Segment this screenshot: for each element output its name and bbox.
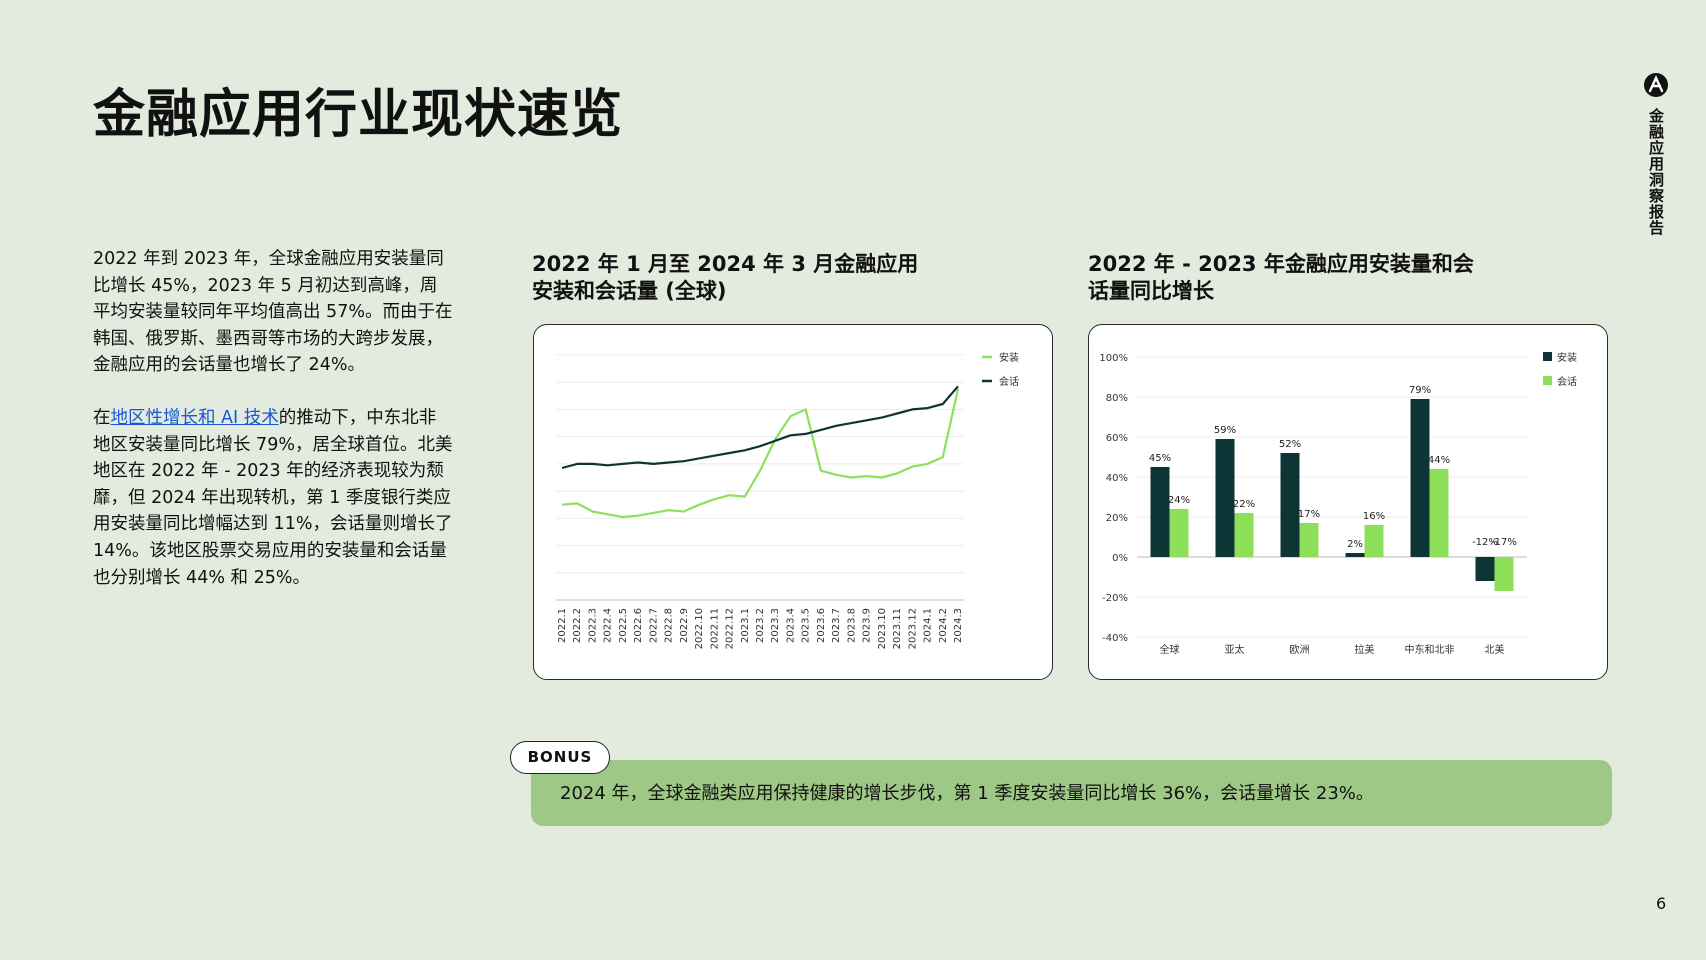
x-tick-label: 2023.10: [877, 608, 888, 649]
data-label: 24%: [1168, 495, 1190, 506]
x-tick-label: 2022.1: [557, 608, 568, 643]
data-label: 17%: [1298, 509, 1320, 520]
legend-swatch: [1543, 376, 1552, 385]
x-tick-label: 2023.6: [816, 608, 827, 643]
x-tick-label: 2024.2: [938, 608, 949, 643]
legend-label: 会话: [1557, 375, 1577, 388]
x-tick-label: 2022.6: [633, 608, 644, 643]
legend-label: 会话: [999, 375, 1019, 388]
legend-swatch: [1543, 352, 1552, 361]
bar: [1280, 453, 1300, 557]
series-line: [561, 385, 959, 470]
bar: [1345, 553, 1365, 557]
data-label: 79%: [1409, 385, 1431, 396]
line-chart-title: 2022 年 1 月至 2024 年 3 月金融应用安装和会话量 (全球): [532, 252, 919, 303]
x-tick-label: 2022.9: [679, 608, 690, 643]
x-tick-label: 2023.1: [740, 608, 751, 643]
bar-chart-title: 2022 年 - 2023 年金融应用安装量和会话量同比增长: [1088, 252, 1474, 303]
data-label: 52%: [1279, 439, 1301, 450]
x-tick-label: 2022.11: [709, 608, 720, 649]
bar: [1494, 557, 1514, 591]
x-tick-label: 欧洲: [1290, 644, 1310, 656]
data-label: 16%: [1363, 511, 1385, 522]
bonus-text: 2024 年，全球金融类应用保持健康的增长步伐，第 1 季度安装量同比增长 36…: [560, 783, 1374, 804]
y-tick-label: 80%: [1106, 393, 1128, 404]
x-tick-label: 2023.3: [770, 608, 781, 643]
data-label: 59%: [1214, 425, 1236, 436]
x-tick-label: 拉美: [1355, 643, 1375, 656]
x-tick-label: 2023.12: [907, 608, 918, 649]
intro-paragraph: 2022 年到 2023 年，全球金融应用安装量同比增长 45%，2023 年 …: [93, 249, 453, 376]
bar: [1429, 469, 1449, 557]
bar: [1299, 523, 1319, 557]
x-tick-label: 2022.12: [725, 608, 736, 649]
regional-growth-ai-link[interactable]: 地区性增长和 AI 技术: [110, 408, 279, 428]
bar-chart-card: 100% 80% 60% 40% 20% 0% -20% -40% 全球 45% 24% 亚太 59% 2…: [1088, 324, 1608, 680]
y-tick-label: -20%: [1102, 593, 1128, 604]
y-tick-label: 0%: [1112, 553, 1128, 564]
x-tick-label: 2023.4: [785, 608, 796, 643]
x-tick-label: 2023.11: [892, 608, 903, 649]
x-tick-label: 2023.7: [831, 608, 842, 643]
data-label: 44%: [1428, 455, 1450, 466]
bonus-banner: [531, 760, 1612, 826]
line-chart-card: 安装会话 2022.1 2022.2 2022.3 2022.4 2022.5 2022.6…: [533, 324, 1053, 680]
bar-chart: 100% 80% 60% 40% 20% 0% -20% -40% 全球 45% 24% 亚太 59% 2…: [1099, 351, 1577, 656]
y-tick-label: 100%: [1099, 353, 1128, 364]
x-tick-label: 2022.3: [587, 608, 598, 643]
data-label: -12%: [1472, 537, 1498, 548]
bar: [1150, 467, 1170, 557]
y-tick-label: 40%: [1106, 473, 1128, 484]
x-tick-label: 2022.4: [603, 608, 614, 643]
x-tick-label: 2023.5: [801, 608, 812, 643]
bar: [1475, 557, 1495, 581]
x-tick-label: 北美: [1485, 643, 1505, 656]
region-paragraph-prefix: 在: [93, 408, 111, 428]
x-tick-label: 中东和北非: [1405, 643, 1455, 656]
report-side-label: 金融应用洞察报告: [1647, 108, 1665, 236]
bar: [1169, 509, 1189, 557]
x-tick-label: 2022.7: [648, 608, 659, 643]
x-tick-label: 2024.3: [953, 608, 964, 643]
data-label: -17%: [1491, 537, 1517, 548]
x-tick-label: 2023.9: [862, 608, 873, 643]
x-tick-label: 全球: [1160, 643, 1180, 656]
brand-logo-icon: [1644, 73, 1668, 97]
x-tick-label: 2023.8: [846, 608, 857, 643]
region-paragraph: 在地区性增长和 AI 技术的推动下，中东北非地区安装量同比增长 79%，居全球首…: [93, 405, 453, 591]
x-tick-label: 2022.8: [664, 608, 675, 643]
x-tick-label: 2022.2: [572, 608, 583, 643]
y-tick-label: 20%: [1106, 513, 1128, 524]
x-tick-label: 2024.1: [923, 608, 934, 643]
bar: [1410, 399, 1430, 557]
bar: [1364, 525, 1384, 557]
y-tick-label: -40%: [1102, 633, 1128, 644]
data-label: 22%: [1233, 499, 1255, 510]
y-tick-label: 60%: [1106, 433, 1128, 444]
bar: [1215, 439, 1235, 557]
legend-label: 安装: [1557, 351, 1577, 364]
data-label: 45%: [1149, 453, 1171, 464]
x-tick-label: 2022.10: [694, 608, 705, 649]
legend-label: 安装: [999, 351, 1019, 364]
bonus-badge: BONUS: [510, 741, 610, 774]
bar: [1234, 513, 1254, 557]
page-title: 金融应用行业现状速览: [93, 85, 624, 145]
x-tick-label: 2023.2: [755, 608, 766, 643]
series-line: [561, 388, 960, 519]
page-number: 6: [1656, 894, 1667, 913]
x-tick-label: 2022.5: [618, 608, 629, 643]
x-tick-label: 亚太: [1225, 643, 1245, 656]
region-paragraph-text: 的推动下，中东北非地区安装量同比增长 79%，居全球首位。北美地区在 2022 …: [93, 408, 453, 588]
data-label: 2%: [1347, 539, 1363, 550]
